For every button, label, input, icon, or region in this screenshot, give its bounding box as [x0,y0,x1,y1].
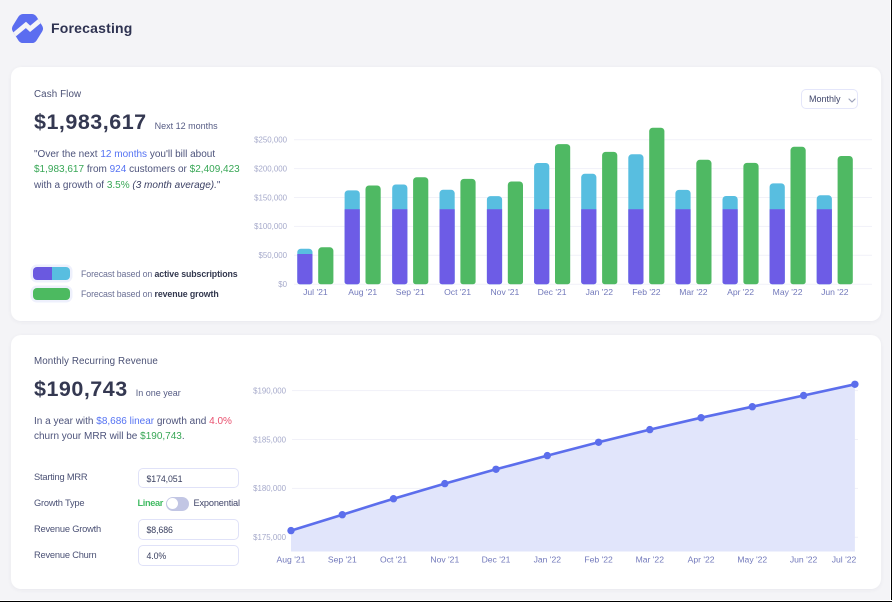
svg-text:Jul '21: Jul '21 [303,287,328,297]
svg-text:Feb '22: Feb '22 [584,555,613,565]
svg-text:Mar '22: Mar '22 [636,555,665,565]
svg-text:Aug '21: Aug '21 [277,555,306,565]
svg-text:$0: $0 [278,280,287,289]
svg-text:Nov '21: Nov '21 [430,555,459,565]
svg-text:$150,000: $150,000 [254,193,288,202]
svg-text:May '22: May '22 [737,555,767,565]
svg-text:$185,000: $185,000 [253,435,287,444]
svg-text:Sep '21: Sep '21 [396,287,425,297]
svg-text:$50,000: $50,000 [258,251,287,260]
svg-text:Jan '22: Jan '22 [586,287,614,297]
svg-text:Dec '21: Dec '21 [538,287,567,297]
svg-text:$190,000: $190,000 [253,386,287,395]
svg-text:$250,000: $250,000 [254,136,288,145]
svg-text:$180,000: $180,000 [253,484,287,493]
svg-text:Sep '21: Sep '21 [328,555,357,565]
svg-text:Nov '21: Nov '21 [490,287,519,297]
svg-text:May '22: May '22 [773,287,803,297]
svg-text:Oct '21: Oct '21 [380,555,407,565]
svg-text:Aug '21: Aug '21 [348,287,377,297]
svg-text:Feb '22: Feb '22 [632,287,661,297]
svg-text:Jul '22: Jul '22 [832,555,857,565]
svg-text:Apr '22: Apr '22 [688,555,715,565]
svg-text:$100,000: $100,000 [254,222,288,231]
svg-text:Mar '22: Mar '22 [679,287,708,297]
svg-text:Dec '21: Dec '21 [482,555,511,565]
svg-text:Jan '22: Jan '22 [534,555,562,565]
svg-text:$200,000: $200,000 [254,164,288,173]
svg-text:Jun '22: Jun '22 [790,555,818,565]
svg-text:$175,000: $175,000 [253,533,287,542]
svg-text:Oct '21: Oct '21 [444,287,471,297]
svg-text:Jun '22: Jun '22 [821,287,849,297]
svg-text:Apr '22: Apr '22 [727,287,754,297]
